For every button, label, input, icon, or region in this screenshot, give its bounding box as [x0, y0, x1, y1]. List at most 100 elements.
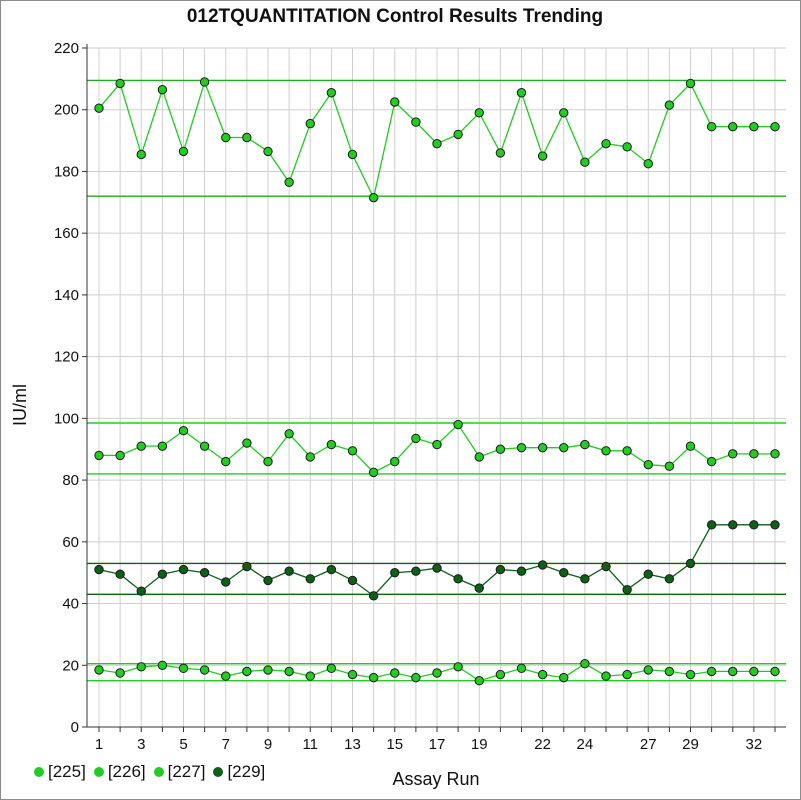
data-point [770, 520, 780, 530]
data-point [495, 669, 506, 680]
data-point [347, 669, 358, 680]
data-point [728, 666, 738, 677]
data-point [432, 138, 442, 149]
data-point [242, 132, 252, 143]
legend-item-225[interactable]: [225] [34, 762, 86, 782]
legend-swatch-229 [213, 767, 224, 777]
data-point [728, 122, 738, 132]
data-point [305, 452, 315, 462]
y-tick-label: 20 [62, 657, 79, 674]
data-point [580, 659, 590, 669]
data-point [537, 560, 548, 570]
data-point [221, 671, 231, 681]
data-point [664, 666, 675, 677]
data-point [537, 442, 548, 453]
data-point [94, 450, 104, 461]
data-point [390, 456, 400, 467]
data-point [178, 146, 189, 157]
legend-label-227: [227] [167, 762, 206, 781]
x-tick-label: 11 [302, 736, 318, 753]
y-tick-label: 200 [54, 102, 79, 119]
data-point [157, 569, 168, 579]
data-point [178, 564, 189, 575]
data-point [263, 665, 273, 675]
legend-label-225: [225] [48, 762, 86, 781]
legend-item-226[interactable]: [226] [93, 762, 146, 782]
x-tick-label: 24 [577, 736, 594, 753]
x-tick-label: 27 [640, 736, 657, 753]
data-point [136, 586, 146, 596]
x-axis-label: Assay Run [392, 769, 479, 789]
data-point [115, 450, 125, 461]
data-point [453, 419, 463, 430]
data-point [706, 520, 717, 530]
legend-swatch-225 [34, 767, 44, 777]
data-point [601, 138, 611, 149]
data-point [559, 442, 569, 453]
data-point [221, 577, 231, 587]
data-point [664, 100, 675, 110]
x-tick-label: 13 [344, 736, 361, 753]
x-tick-label: 9 [264, 736, 272, 753]
data-point [643, 159, 653, 169]
data-point [390, 668, 400, 678]
data-point [685, 441, 696, 451]
data-point [706, 666, 717, 677]
data-point [453, 662, 463, 672]
data-point [559, 672, 569, 683]
y-tick-label: 40 [62, 596, 79, 613]
data-point [390, 97, 400, 107]
data-point [263, 146, 273, 157]
data-point [263, 456, 273, 467]
data-point [199, 567, 210, 578]
data-point [368, 672, 379, 683]
x-tick-label: 15 [386, 736, 403, 753]
data-point [284, 429, 294, 439]
data-point [495, 444, 506, 454]
data-point [474, 452, 484, 462]
data-point [347, 149, 358, 160]
data-point [580, 574, 590, 584]
data-point [706, 456, 717, 467]
data-point [326, 88, 337, 98]
data-point [284, 177, 294, 187]
legend-label-229: [229] [227, 762, 266, 781]
legend-item-227[interactable]: [227] [153, 762, 206, 782]
data-point [559, 567, 569, 578]
data-point [115, 569, 125, 579]
data-point [495, 564, 506, 575]
grid-layer [87, 47, 786, 728]
y-tick-label: 0 [71, 719, 79, 736]
data-point [516, 566, 527, 576]
data-point [580, 439, 590, 450]
x-tick-label: 32 [746, 736, 763, 753]
data-point [749, 449, 759, 459]
data-point [242, 666, 252, 677]
x-tick-label: 5 [179, 736, 187, 753]
data-point [622, 669, 632, 680]
data-point [432, 668, 442, 678]
data-point [495, 148, 506, 158]
legend-item-229[interactable]: [229] [213, 762, 265, 782]
data-point [728, 520, 738, 530]
data-point [305, 118, 315, 129]
data-point [115, 78, 125, 89]
chart-title: 012TQUANTITATION Control Results Trendin… [187, 6, 603, 27]
x-tick-label: 17 [429, 736, 446, 753]
data-point [516, 442, 527, 453]
data-point [601, 561, 611, 572]
x-tick-label: 3 [137, 736, 145, 753]
x-tick-label: 1 [95, 736, 103, 753]
x-tick-label: 19 [471, 736, 488, 753]
data-point [221, 456, 231, 467]
data-point [347, 575, 358, 586]
data-point [643, 665, 653, 675]
data-point [770, 449, 780, 459]
series-layer [94, 77, 780, 686]
y-tick-label: 120 [54, 349, 79, 366]
legend-swatch-226 [93, 767, 104, 777]
y-tick-label: 220 [54, 40, 79, 57]
data-point [685, 78, 696, 89]
